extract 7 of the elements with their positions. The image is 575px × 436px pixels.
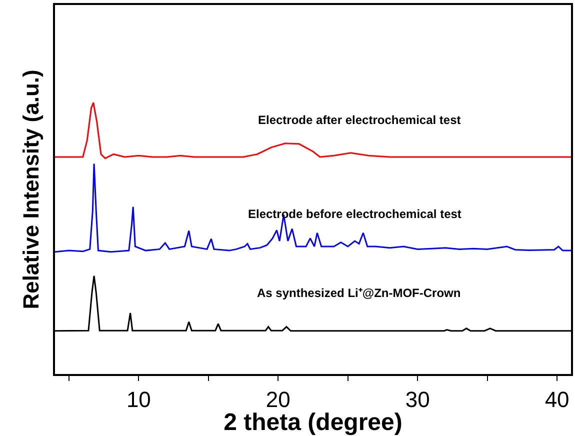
x-tick-label: 40 xyxy=(544,387,570,412)
y-axis-title: Relative Intensity (a.u.) xyxy=(18,70,44,310)
text: Electrode after electrochemical test xyxy=(258,113,461,127)
series-label: Electrode before electrochemical test xyxy=(248,207,462,221)
text: As synthesized Li⁺@Zn-MOF-Crown xyxy=(257,286,461,300)
x-tick-label: 10 xyxy=(126,387,151,412)
x-tick-label: 30 xyxy=(405,387,430,412)
